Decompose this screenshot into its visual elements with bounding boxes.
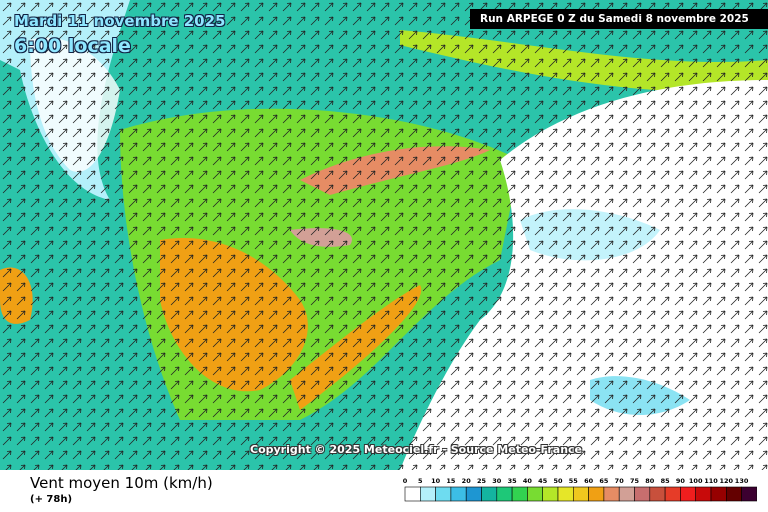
legend-label: 85	[661, 477, 671, 485]
legend-swatch	[511, 486, 528, 502]
legend-swatch	[634, 486, 651, 502]
legend-swatch	[710, 486, 727, 502]
legend-label: 100	[689, 477, 703, 485]
forecast-date: Mardi 11 novembre 2025	[14, 12, 226, 30]
legend-swatch	[664, 486, 681, 502]
legend-swatch	[603, 486, 620, 502]
legend-label: 10	[431, 477, 441, 485]
legend-swatch	[725, 486, 742, 502]
copyright: Copyright © 2025 Meteociel.fr - Source M…	[250, 443, 583, 456]
legend-swatch	[695, 486, 712, 502]
legend-label: 50	[553, 477, 563, 485]
legend-swatch	[496, 486, 513, 502]
legend-label: 0	[403, 477, 408, 485]
legend-swatch	[419, 486, 436, 502]
legend-label: 30	[492, 477, 502, 485]
legend-swatch	[450, 486, 467, 502]
legend-label: 45	[538, 477, 548, 485]
legend-swatch	[542, 486, 559, 502]
legend-swatch	[680, 486, 696, 502]
legend-label: 60	[584, 477, 594, 485]
legend-label: 130	[735, 477, 749, 485]
legend-label: 25	[477, 477, 487, 485]
legend-label: 40	[523, 477, 533, 485]
legend-label: 70	[615, 477, 625, 485]
legend: 0 5 10 15 20 25 30 35 40 45 50 55 60 65 70 75 80 85 90 100 1…	[403, 477, 757, 502]
legend-swatch	[649, 486, 666, 502]
legend-label: 110	[704, 477, 718, 485]
legend-label: 65	[599, 477, 609, 485]
forecast-step: (+ 78h)	[30, 494, 73, 505]
legend-swatch	[618, 486, 635, 502]
legend-swatch	[481, 486, 498, 502]
legend-swatch	[527, 486, 543, 502]
legend-label: 75	[630, 477, 640, 485]
legend-label: 120	[720, 477, 734, 485]
wind-map	[0, 0, 768, 470]
legend-swatch	[435, 486, 452, 502]
legend-swatch	[557, 486, 574, 502]
legend-label: 55	[569, 477, 579, 485]
legend-swatch	[404, 486, 421, 502]
legend-label: 5	[418, 477, 423, 485]
run-info: Run ARPEGE 0 Z du Samedi 8 novembre 2025	[470, 9, 768, 29]
legend-swatch	[573, 486, 589, 502]
legend-swatch	[741, 486, 757, 502]
forecast-time: 6:00 locale	[14, 35, 131, 57]
legend-label: 80	[645, 477, 655, 485]
legend-label: 20	[462, 477, 472, 485]
map-title: Vent moyen 10m (km/h)	[30, 474, 213, 492]
legend-swatch	[465, 486, 482, 502]
legend-label: 15	[446, 477, 456, 485]
legend-label: 90	[676, 477, 686, 485]
legend-swatch	[588, 486, 605, 502]
legend-label: 35	[508, 477, 518, 485]
